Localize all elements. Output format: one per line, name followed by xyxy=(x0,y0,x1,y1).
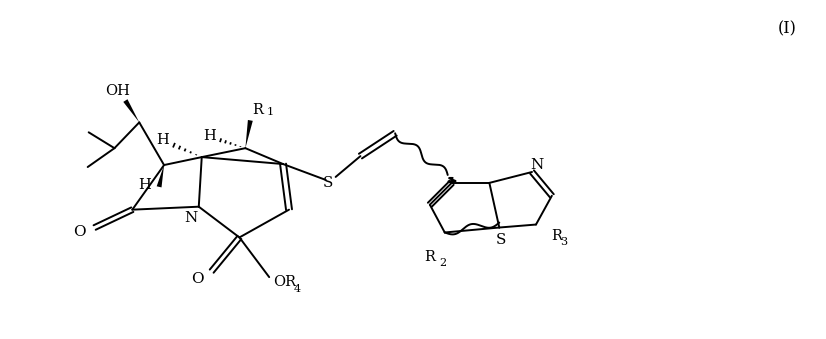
Text: OH: OH xyxy=(105,84,130,98)
Text: (I): (I) xyxy=(777,21,796,38)
Text: H: H xyxy=(157,133,169,147)
Text: 3: 3 xyxy=(560,237,567,247)
Text: S: S xyxy=(322,176,333,190)
Polygon shape xyxy=(123,99,140,122)
Text: N: N xyxy=(530,158,544,172)
Text: S: S xyxy=(496,234,506,247)
Polygon shape xyxy=(157,165,164,187)
Text: H: H xyxy=(203,129,216,143)
Text: R: R xyxy=(551,230,562,243)
Text: OR: OR xyxy=(273,275,297,289)
Text: O: O xyxy=(192,272,204,286)
Text: N: N xyxy=(184,211,197,225)
Text: H: H xyxy=(138,178,150,192)
Text: 2: 2 xyxy=(439,258,446,268)
Text: 1: 1 xyxy=(266,106,273,117)
Text: R: R xyxy=(425,250,435,264)
Text: R: R xyxy=(252,103,263,118)
Text: 4: 4 xyxy=(294,284,301,294)
Text: O: O xyxy=(74,225,86,239)
Polygon shape xyxy=(245,120,253,148)
